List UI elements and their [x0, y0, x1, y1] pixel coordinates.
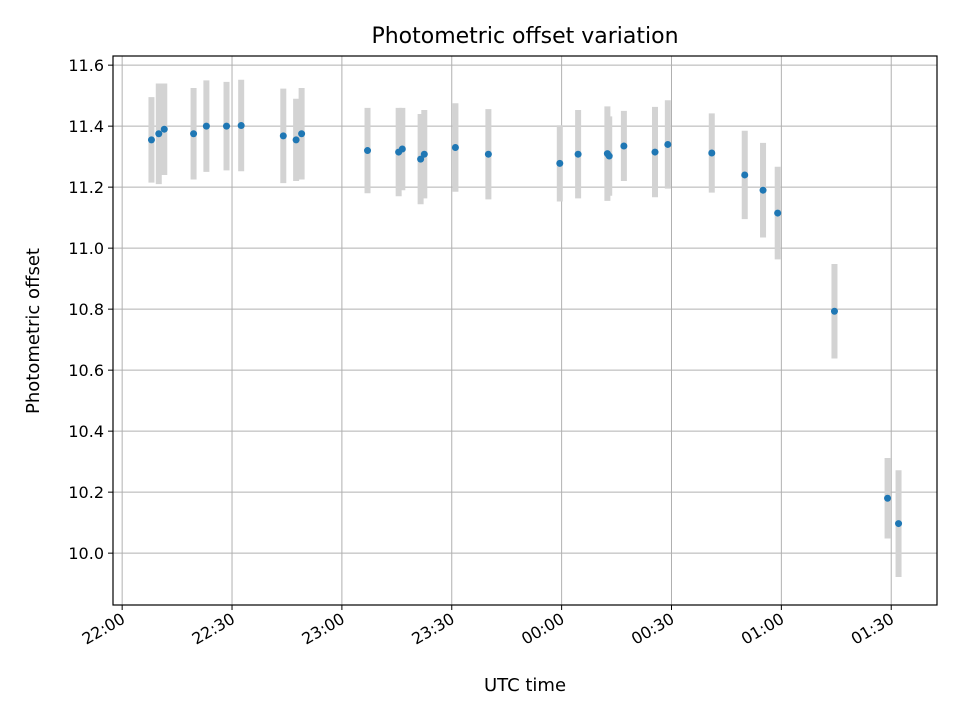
chart-title: Photometric offset variation [371, 24, 678, 49]
data-point [279, 132, 287, 140]
data-point [895, 520, 903, 528]
y-tick-label: 10.2 [68, 483, 104, 502]
y-tick-label: 11.2 [68, 178, 104, 197]
data-point [759, 186, 767, 194]
data-point [190, 130, 198, 138]
grid-lines [113, 56, 937, 605]
data-point [651, 148, 659, 156]
data-point [420, 150, 428, 158]
plot-frame [112, 55, 938, 606]
y-tick-label: 10.0 [68, 544, 104, 563]
x-axis-label: UTC time [484, 675, 566, 696]
y-axis-label: Photometric offset [23, 248, 44, 414]
y-tick-label: 11.0 [68, 239, 104, 258]
data-point [574, 150, 582, 158]
data-point [237, 122, 245, 130]
data-point [398, 145, 406, 153]
y-tick-label: 11.6 [68, 56, 104, 75]
data-point [417, 155, 425, 163]
y-tick-label: 10.8 [68, 300, 104, 319]
data-point [292, 136, 300, 144]
data-point [364, 147, 372, 155]
data-point [664, 140, 672, 148]
data-point [884, 494, 892, 502]
y-tick-label: 10.6 [68, 361, 104, 380]
y-tick-label: 10.4 [68, 422, 104, 441]
data-point [155, 130, 163, 138]
data-point [556, 159, 564, 167]
data-point [620, 142, 628, 150]
data-point [147, 136, 155, 144]
data-point [741, 171, 749, 179]
data-point [484, 150, 492, 158]
data-point [708, 149, 716, 157]
y-axis-ticks: 10.0 10.2 10.4 10.6 10.8 11.0 11.2 11.4 11.6 [68, 56, 113, 563]
data-point [774, 209, 782, 217]
data-points [147, 122, 903, 528]
data-point [160, 125, 168, 133]
data-point [605, 152, 613, 160]
data-point [830, 307, 838, 315]
data-point [451, 144, 459, 151]
data-point [202, 122, 210, 130]
data-point [298, 130, 306, 138]
data-point [223, 122, 231, 130]
y-tick-label: 11.4 [68, 117, 104, 136]
